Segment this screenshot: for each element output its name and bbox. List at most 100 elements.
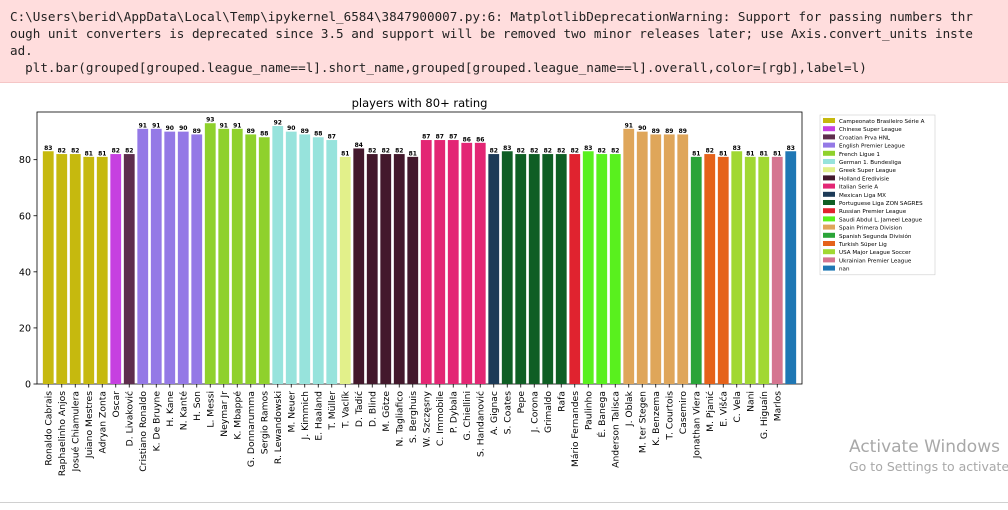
x-tick-label: É. Banega	[596, 391, 608, 438]
x-tick-label: H. Son	[192, 391, 203, 421]
bar-value-label: 82	[530, 148, 538, 155]
bar-value-label: 82	[382, 148, 390, 155]
warning-line-3: ad.	[10, 43, 33, 58]
bar	[663, 134, 675, 384]
x-tick-label: Pepe	[516, 391, 527, 414]
x-tick-label: G. Donnarumma	[246, 391, 257, 467]
legend-entry: Portuguese Liga ZON SAGRES	[839, 201, 923, 207]
x-tick-label: M. ter Stegen	[638, 391, 649, 453]
bar-value-label: 82	[517, 148, 525, 155]
x-tick-label: J. Corona	[530, 391, 541, 433]
bar	[218, 128, 230, 384]
bar-value-label: 91	[625, 122, 633, 129]
x-tick-label: Nani	[746, 391, 757, 412]
legend-entry: Croatian Prva HNL	[839, 135, 891, 141]
bar	[312, 137, 324, 384]
x-tick-label: Josué Chiamulera	[71, 391, 82, 472]
legend-swatch	[823, 126, 835, 132]
bar-value-label: 82	[58, 148, 66, 155]
watermark-subtitle: Go to Settings to activate	[849, 459, 1008, 474]
bar	[96, 156, 108, 384]
x-tick-label: R. Lewandowski	[273, 391, 284, 464]
legend-entry: Holland Eredivisie	[839, 176, 890, 182]
x-tick-label: J. Kimmich	[300, 391, 311, 441]
legend-entry: Spanish Segunda División	[839, 233, 912, 240]
legend-entry: Ukrainian Premier League	[839, 258, 912, 264]
legend-swatch	[823, 224, 835, 230]
bar-value-label: 83	[44, 145, 52, 152]
bar-value-label: 90	[287, 125, 295, 132]
legend-swatch	[823, 208, 835, 214]
bar	[83, 156, 95, 384]
bar	[704, 154, 716, 384]
x-tick-label: Sergio Ramos	[260, 391, 271, 454]
bar-value-label: 83	[584, 145, 592, 152]
legend-swatch	[823, 118, 835, 123]
bar-value-label: 91	[233, 122, 241, 129]
bar	[474, 142, 486, 384]
x-tick-label: Cristiano Ronaldo	[138, 391, 149, 472]
legend-entry: Mexican Liga MX	[839, 193, 886, 199]
bar	[285, 131, 297, 384]
bar-value-label: 82	[490, 148, 498, 155]
legend-swatch	[823, 257, 835, 263]
legend-swatch	[823, 191, 835, 197]
y-tick-label: 80	[19, 155, 31, 166]
bar	[137, 128, 149, 384]
bar	[515, 154, 527, 384]
bar-value-label: 89	[652, 128, 660, 135]
bar	[258, 137, 270, 384]
legend-swatch	[823, 216, 835, 222]
bar	[299, 134, 311, 384]
bar	[245, 134, 257, 384]
bar-value-label: 83	[787, 145, 795, 152]
bar-value-label: 92	[274, 120, 282, 127]
chart-title: players with 80+ rating	[352, 96, 488, 110]
bar-value-label: 87	[436, 134, 444, 141]
bar-value-label: 89	[247, 128, 255, 135]
bar-value-label: 90	[179, 125, 187, 132]
bar-value-label: 87	[422, 134, 430, 141]
bar-value-label: 84	[355, 142, 363, 149]
bar-value-label: 81	[773, 150, 781, 157]
bar-value-label: 89	[665, 128, 673, 135]
x-tick-label: A. Gignac	[489, 391, 500, 435]
x-tick-label: J. Oblak	[624, 390, 635, 427]
bar-value-label: 82	[71, 148, 79, 155]
bar	[650, 134, 662, 384]
legend-box	[819, 114, 936, 276]
legend-swatch	[823, 167, 835, 173]
bar-value-label: 83	[503, 145, 511, 152]
bar-chart: players with 80+ rating 0 20 40 60 80 83 Ronald…	[19, 96, 936, 476]
bottom-divider	[0, 502, 1008, 510]
bar	[582, 151, 594, 384]
legend-swatch	[823, 232, 835, 238]
warning-line-4: plt.bar(grouped[grouped.league_name==l].…	[10, 60, 867, 75]
bar	[164, 131, 176, 384]
bar-value-label: 82	[125, 148, 133, 155]
bar	[366, 154, 378, 384]
x-tick-label: Neymar Jr	[219, 391, 230, 437]
x-tick-label: Casemiro	[678, 391, 689, 435]
bar-value-label: 82	[368, 148, 376, 155]
x-tick-label: Jonathan Viera	[692, 391, 703, 459]
x-tick-label: K. Benzema	[651, 391, 662, 446]
legend-swatch	[823, 150, 835, 156]
bar-value-label: 82	[571, 148, 579, 155]
bar	[177, 131, 189, 384]
legend-swatch	[823, 265, 835, 271]
x-tick-label: D. Livaković	[125, 391, 136, 446]
x-tick-label: G. Higuaín	[759, 391, 770, 439]
x-tick-label: Grimaldo	[543, 391, 554, 433]
legend-swatch	[823, 249, 835, 255]
legend-swatch	[823, 241, 835, 246]
bar	[380, 154, 392, 384]
bar-value-label: 89	[679, 128, 687, 135]
bar	[42, 151, 54, 384]
x-tick-label: Ronaldo Cabrais	[44, 391, 55, 466]
bar-value-label: 81	[85, 150, 93, 157]
bar-value-label: 81	[409, 150, 417, 157]
bar	[191, 134, 203, 384]
legend-entry: Saudi Abdul L. Jameel League	[839, 217, 923, 223]
warning-line-2: ough unit converters is deprecated since…	[10, 26, 973, 41]
